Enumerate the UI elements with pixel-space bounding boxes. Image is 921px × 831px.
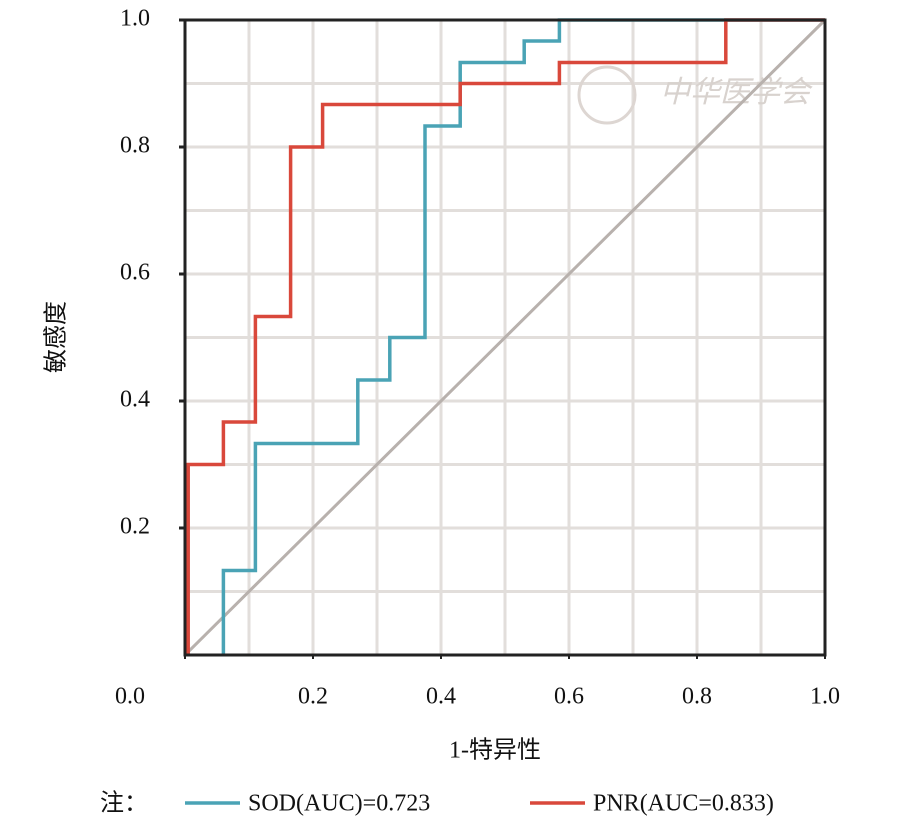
legend-note: 注： bbox=[100, 790, 148, 817]
y-tick-label: 0.4 bbox=[120, 387, 150, 413]
reference-line bbox=[183, 18, 827, 657]
y-tick-label: 1.0 bbox=[120, 6, 150, 32]
x-tick-label: 0.8 bbox=[682, 684, 712, 710]
x-tick-label: 0.2 bbox=[298, 684, 328, 710]
watermark-logo bbox=[577, 65, 637, 125]
roc-curve bbox=[221, 18, 825, 655]
series bbox=[183, 18, 827, 657]
watermark: 中华医学会 bbox=[660, 76, 813, 109]
y-axis-label: 敏感度 bbox=[43, 301, 70, 373]
legend-label: SOD(AUC)=0.723 bbox=[248, 791, 430, 817]
legend: 注： SOD(AUC)=0.723 PNR(AUC=0.833) bbox=[100, 790, 774, 817]
x-tick-label: 1.0 bbox=[810, 684, 840, 710]
roc-curve bbox=[186, 18, 825, 655]
y-tick-label: 0.8 bbox=[120, 133, 150, 159]
y-tick-label: 0.6 bbox=[120, 260, 150, 286]
y-tick-label: 0.2 bbox=[120, 514, 150, 540]
x-tick-label: 0.6 bbox=[554, 684, 584, 710]
legend-label: PNR(AUC=0.833) bbox=[593, 791, 774, 817]
x-tick-label: 0.0 bbox=[115, 684, 145, 710]
x-tick-label: 0.4 bbox=[426, 684, 456, 710]
plot-frame bbox=[183, 18, 827, 657]
x-axis-label: 1-特异性 bbox=[449, 737, 541, 764]
